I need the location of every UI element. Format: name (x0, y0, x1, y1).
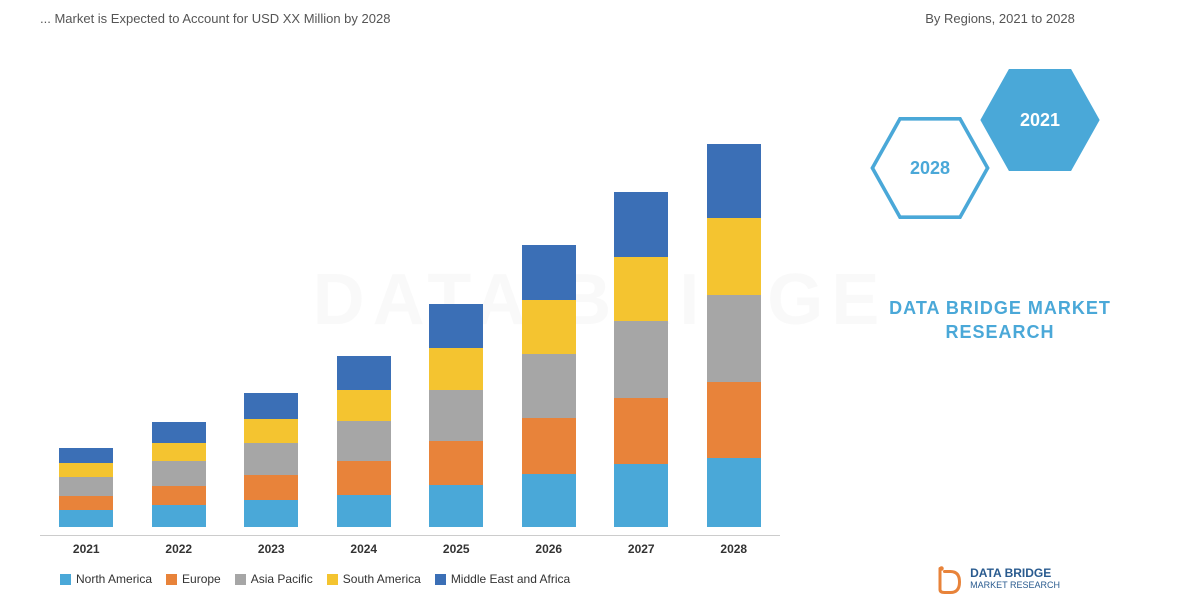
bar-stack (337, 356, 391, 527)
brand-line2: RESEARCH (889, 320, 1111, 344)
legend-swatch (327, 574, 338, 585)
bar-segment (429, 304, 483, 348)
bar-stack (707, 144, 761, 527)
bar-segment (59, 510, 113, 527)
bar-group (51, 448, 121, 527)
right-title: By Regions, 2021 to 2028 (925, 10, 1075, 28)
bar-segment (152, 461, 206, 486)
legend-swatch (60, 574, 71, 585)
legend-item: North America (60, 572, 152, 586)
bar-segment (429, 441, 483, 485)
legend-label: North America (76, 572, 152, 586)
bar-segment (522, 474, 576, 527)
chart-legend: North America Europe Asia Pacific South Ame… (40, 568, 780, 590)
bar-stack (614, 192, 668, 527)
x-axis-label: 2022 (144, 542, 214, 556)
bar-segment (152, 443, 206, 461)
bar-segment (429, 485, 483, 527)
x-axis-labels: 2021 2022 2023 2024 2025 2026 2027 2028 (40, 536, 780, 568)
bar-segment (244, 475, 298, 501)
bar-segment (59, 463, 113, 476)
bar-segment (614, 257, 668, 322)
bar-segment (614, 398, 668, 465)
hex-badges: 2028 2021 (870, 68, 1130, 268)
hex-right-label: 2021 (1020, 110, 1060, 131)
bar-segment (707, 382, 761, 458)
brand-title: DATA BRIDGE MARKET RESEARCH (889, 296, 1111, 345)
bar-segment (337, 356, 391, 390)
x-axis-label: 2021 (51, 542, 121, 556)
bar-group (514, 245, 584, 527)
bar-segment (244, 419, 298, 443)
bar-segment (337, 495, 391, 527)
bar-segment (152, 422, 206, 443)
bar-segment (244, 443, 298, 474)
bar-segment (337, 421, 391, 461)
stacked-bar-chart (40, 40, 780, 536)
legend-item: Middle East and Africa (435, 572, 570, 586)
bar-segment (59, 496, 113, 510)
bar-segment (614, 192, 668, 257)
bar-stack (244, 393, 298, 527)
bar-stack (59, 448, 113, 527)
bar-stack (429, 304, 483, 527)
bar-group (421, 304, 491, 527)
bar-segment (522, 418, 576, 473)
legend-label: Asia Pacific (251, 572, 313, 586)
bar-segment (429, 348, 483, 390)
main-container: ... Market is Expected to Account for US… (0, 0, 1200, 600)
left-title: ... Market is Expected to Account for US… (40, 10, 780, 28)
legend-item: Europe (166, 572, 221, 586)
legend-swatch (235, 574, 246, 585)
hex-2021: 2021 (980, 68, 1100, 172)
x-axis-label: 2028 (699, 542, 769, 556)
legend-label: Europe (182, 572, 221, 586)
bar-segment (522, 354, 576, 419)
bar-segment (429, 390, 483, 441)
bar-segment (707, 458, 761, 527)
bar-stack (152, 422, 206, 527)
bar-segment (522, 300, 576, 353)
bar-segment (614, 464, 668, 527)
bar-segment (522, 245, 576, 300)
bar-group (236, 393, 306, 527)
bar-segment (244, 393, 298, 420)
hex-2028: 2028 (870, 116, 990, 220)
x-axis-label: 2025 (421, 542, 491, 556)
bar-segment (707, 295, 761, 383)
bar-segment (337, 461, 391, 494)
brand-line1: DATA BRIDGE MARKET (889, 296, 1111, 320)
bar-segment (614, 321, 668, 397)
right-panel: By Regions, 2021 to 2028 2028 2021 DATA … (800, 0, 1200, 600)
bar-group (329, 356, 399, 527)
left-panel: ... Market is Expected to Account for US… (0, 0, 800, 600)
legend-item: Asia Pacific (235, 572, 313, 586)
bar-group (606, 192, 676, 527)
legend-item: South America (327, 572, 421, 586)
bar-segment (152, 505, 206, 527)
bar-segment (337, 390, 391, 421)
x-axis-label: 2024 (329, 542, 399, 556)
x-axis-label: 2026 (514, 542, 584, 556)
bar-segment (59, 448, 113, 463)
legend-label: Middle East and Africa (451, 572, 570, 586)
x-axis-label: 2027 (606, 542, 676, 556)
bar-segment (707, 144, 761, 218)
legend-swatch (166, 574, 177, 585)
x-axis-label: 2023 (236, 542, 306, 556)
bar-group (699, 144, 769, 527)
bar-segment (244, 500, 298, 527)
bar-segment (59, 477, 113, 496)
hex-left-label: 2028 (910, 158, 950, 179)
legend-label: South America (343, 572, 421, 586)
legend-swatch (435, 574, 446, 585)
bar-stack (522, 245, 576, 527)
bar-segment (152, 486, 206, 505)
bar-group (144, 422, 214, 527)
bar-segment (707, 218, 761, 294)
